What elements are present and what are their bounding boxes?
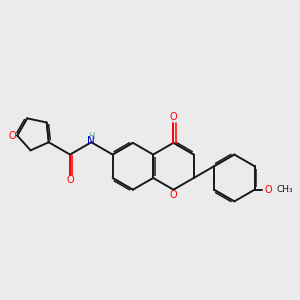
Text: N: N [87, 136, 95, 146]
Text: O: O [264, 185, 272, 195]
Text: CH₃: CH₃ [277, 185, 293, 194]
Text: H: H [88, 132, 94, 141]
Text: O: O [66, 175, 74, 185]
Text: O: O [170, 112, 177, 122]
Text: O: O [8, 131, 16, 141]
Text: O: O [170, 190, 177, 200]
